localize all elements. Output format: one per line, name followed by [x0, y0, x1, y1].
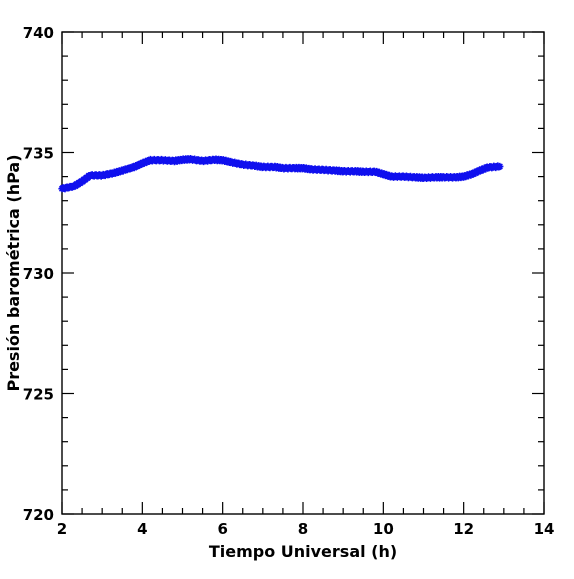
x-axis-title: Tiempo Universal (h) [209, 542, 397, 561]
y-tick-label: 730 [23, 265, 54, 283]
data-point [496, 162, 504, 171]
y-tick-label: 735 [23, 145, 54, 163]
y-tick-label: 720 [23, 506, 54, 524]
axis-ticks [61, 31, 545, 515]
x-tick-label: 6 [217, 520, 227, 538]
y-tick-label: 725 [23, 386, 54, 404]
x-tick-label: 14 [534, 520, 555, 538]
x-tick-label: 2 [57, 520, 67, 538]
x-tick-label: 8 [298, 520, 308, 538]
tick-labels: 2 4 6 8 10 12 14 720 725 730 735 740 [23, 24, 555, 538]
data-series [58, 154, 504, 193]
x-tick-label: 4 [137, 520, 147, 538]
y-tick-label: 740 [23, 24, 54, 42]
y-axis-title: Presión barométrica (hPa) [4, 154, 23, 391]
plot-frame [61, 31, 545, 515]
x-tick-label: 12 [453, 520, 474, 538]
x-tick-label: 10 [373, 520, 394, 538]
